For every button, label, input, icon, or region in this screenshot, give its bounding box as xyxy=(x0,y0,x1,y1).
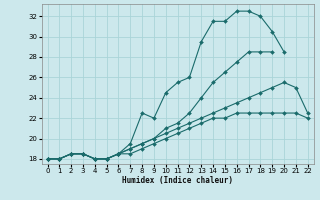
X-axis label: Humidex (Indice chaleur): Humidex (Indice chaleur) xyxy=(122,176,233,185)
